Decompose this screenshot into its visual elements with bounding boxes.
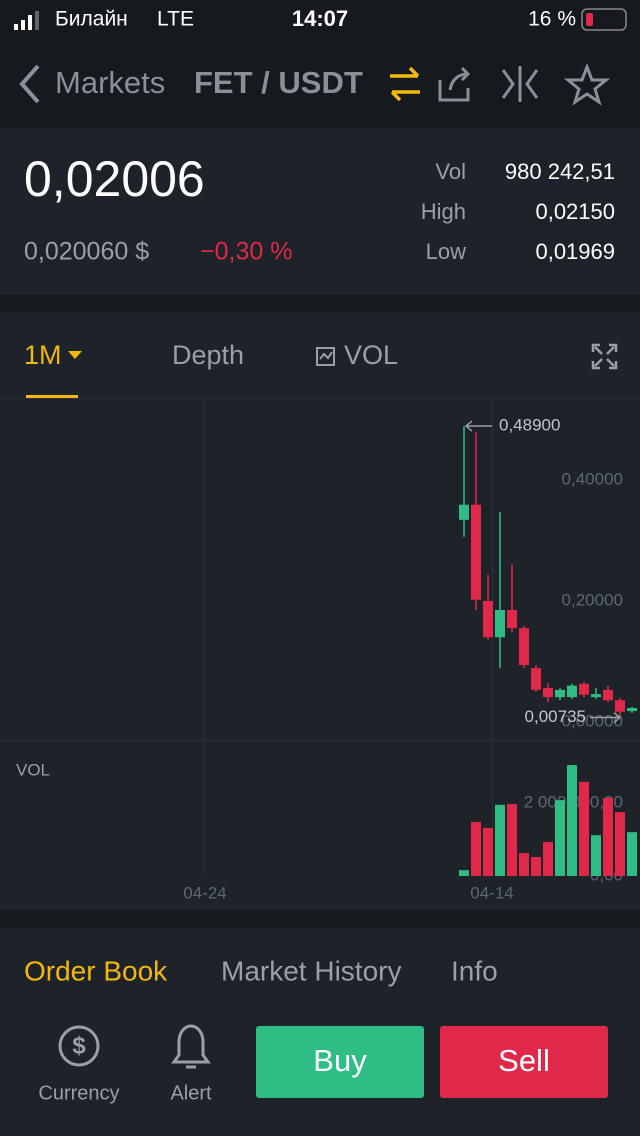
candle-body <box>507 610 517 629</box>
stat-label: Vol <box>435 159 466 184</box>
buy-button[interactable] <box>256 1026 424 1098</box>
fullscreen-icon[interactable] <box>591 343 618 370</box>
vol-tab[interactable]: VOL <box>344 340 398 370</box>
candle-body <box>615 700 625 712</box>
volume-bar <box>495 804 505 876</box>
candle-body <box>483 600 493 638</box>
candle-body <box>531 668 541 690</box>
volume-bar <box>615 812 625 876</box>
candle-body <box>459 504 469 520</box>
stat-value: 0,01969 <box>535 239 615 264</box>
status-bar: Билайн LTE 14:07 16 % <box>14 6 627 31</box>
low-pointer <box>590 711 622 724</box>
volume-bar <box>531 857 541 876</box>
clock: 14:07 <box>292 6 348 31</box>
volume-bar <box>471 821 481 876</box>
info-tab[interactable]: Info <box>451 955 498 986</box>
vertical-grid <box>492 400 493 875</box>
stat-label: Low <box>426 239 466 264</box>
candle-body <box>579 683 589 695</box>
volume-bar <box>483 827 493 876</box>
sell-button[interactable] <box>440 1026 608 1098</box>
volume-bar <box>519 853 529 876</box>
fiat-price: 0,020060 $ <box>24 238 149 266</box>
y-tick-label: 0,00000 <box>562 711 623 730</box>
pair: FET / USDT <box>194 65 363 100</box>
depth-tab[interactable]: Depth <box>172 340 244 370</box>
vertical-grid <box>204 400 205 875</box>
stat-value: 980 242,51 <box>505 159 615 184</box>
y-tick-label: 0,20000 <box>562 590 623 609</box>
signal <box>21 20 25 30</box>
volume-label: VOL <box>16 760 50 779</box>
interval-tab[interactable]: 1M <box>24 340 62 370</box>
back-button[interactable]: Markets <box>55 65 165 100</box>
candle-body <box>603 689 613 701</box>
nav-bar: Markets FET / USDT <box>19 62 611 106</box>
signal <box>14 24 18 30</box>
volume-bar <box>579 781 589 876</box>
candle-body <box>495 610 505 638</box>
divider <box>0 398 640 399</box>
volume-bar <box>591 835 601 876</box>
candle-body <box>519 628 529 666</box>
volume-bar <box>555 800 565 876</box>
sell-label[interactable]: Sell <box>498 1043 550 1078</box>
favorite-icon[interactable] <box>563 62 611 106</box>
volume-bar <box>459 870 469 876</box>
currency-button[interactable]: Currency <box>38 1082 119 1104</box>
stat-value: 0,02150 <box>535 199 615 224</box>
signal <box>28 15 32 30</box>
volume-bar <box>603 797 613 876</box>
candle-body <box>555 689 565 698</box>
swap-icon[interactable] <box>390 66 420 102</box>
back-icon[interactable] <box>19 64 40 104</box>
candle-body <box>591 694 601 698</box>
volume-bar <box>543 842 553 876</box>
order-book-tab[interactable]: Order Book <box>24 955 168 986</box>
volume-bar <box>627 832 637 876</box>
currency-glyph: $ <box>72 1032 86 1059</box>
currency-icon[interactable] <box>58 1025 100 1067</box>
low-annotation: 0,00735 <box>525 707 586 726</box>
check <box>319 351 333 360</box>
high-pointer <box>464 420 492 432</box>
volume-bar <box>567 765 577 876</box>
battery-level: 16 % <box>528 8 576 31</box>
battery-fill <box>586 13 593 26</box>
market-history-tab[interactable]: Market History <box>221 955 401 986</box>
network: LTE <box>157 8 194 31</box>
buy-label[interactable]: Buy <box>313 1043 367 1078</box>
divider <box>0 740 640 741</box>
alert-icon[interactable] <box>171 1024 211 1069</box>
stats: Vol 980 242,51 High 0,02150 Low 0,01969 <box>421 159 615 264</box>
compare-icon[interactable] <box>501 66 539 102</box>
candle-body <box>567 685 577 698</box>
carrier: Билайн <box>55 8 128 31</box>
candle-body <box>471 504 481 600</box>
ticker-panel <box>0 128 640 295</box>
high-annotation: 0,48900 <box>499 416 560 435</box>
tab-indicator <box>26 395 78 398</box>
price-change: −0,30 % <box>200 238 292 266</box>
candle-body <box>627 708 637 712</box>
checkbox[interactable] <box>316 347 335 366</box>
chart-panel <box>0 312 640 910</box>
battery <box>581 8 627 31</box>
dropdown-icon[interactable] <box>68 351 82 359</box>
last-price: 0,02006 <box>24 151 205 207</box>
volume-bar <box>507 804 517 876</box>
x-label: 04-24 <box>183 883 226 902</box>
candle-body <box>543 688 553 698</box>
stat-label: High <box>421 199 466 224</box>
alert-button[interactable]: Alert <box>170 1082 212 1104</box>
share-icon[interactable] <box>438 66 471 102</box>
y-tick-label: 0,40000 <box>562 469 623 488</box>
signal <box>35 11 39 30</box>
x-label: 04-14 <box>470 883 513 902</box>
